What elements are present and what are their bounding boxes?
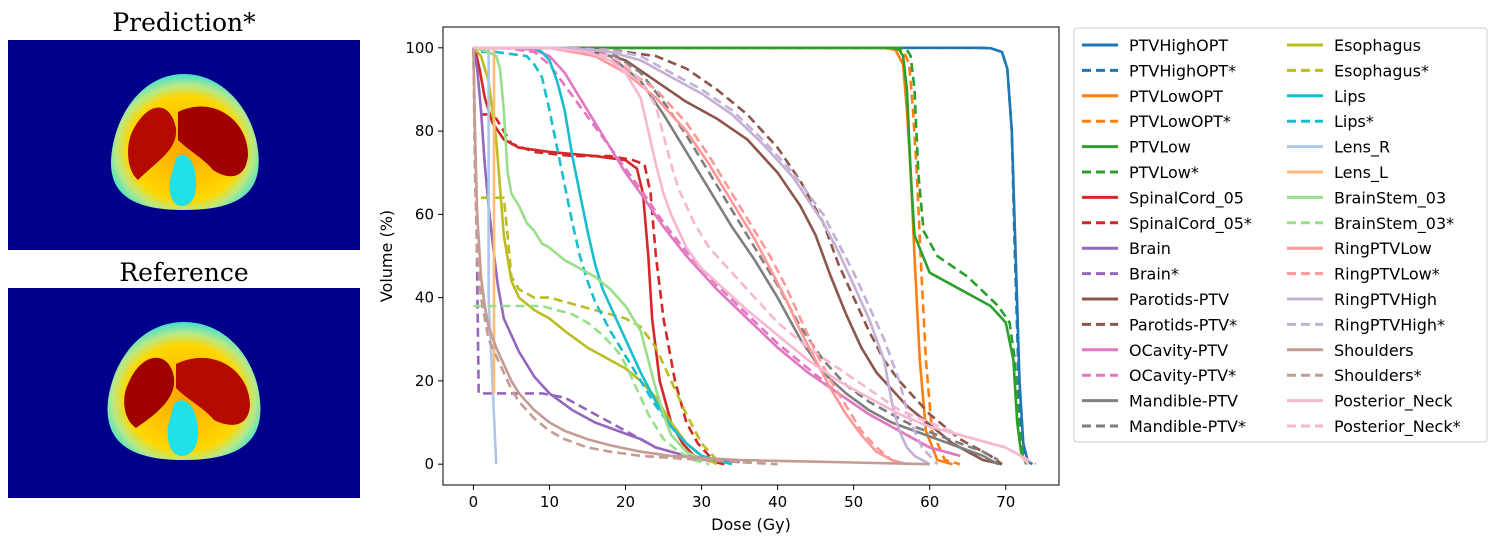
legend-label: BrainStem_03* xyxy=(1334,214,1454,234)
series-line-lens-r xyxy=(487,47,498,465)
prediction-title: Prediction* xyxy=(112,8,256,37)
legend-label: Esophagus* xyxy=(1334,61,1429,80)
legend-label: Lips xyxy=(1334,87,1366,106)
legend-label: RingPTVLow xyxy=(1334,239,1432,258)
y-tick-label: 100 xyxy=(405,39,434,57)
axes: 0 10 20 30 40 50 60 70 0 20 40 60 80 100 xyxy=(405,39,1015,511)
series-line-ptvlow xyxy=(473,46,1028,465)
y-tick-label: 0 xyxy=(424,455,434,473)
series-line-ringptvhigh xyxy=(473,46,931,466)
series-line-ptvlow- xyxy=(473,46,1030,465)
reference-right-hotspot xyxy=(176,357,250,425)
series-line-ocavity-ptv- xyxy=(473,46,961,458)
prediction-cool-core xyxy=(169,154,197,206)
legend-label: Lens_L xyxy=(1334,163,1388,183)
legend-label: Lens_R xyxy=(1334,138,1390,158)
legend-label: Parotids-PTV xyxy=(1129,290,1229,309)
legend-label: PTVLow* xyxy=(1129,163,1199,182)
series-line-posterior-neck- xyxy=(473,46,1037,466)
legend-label: Esophagus xyxy=(1334,36,1421,55)
legend-label: Brain xyxy=(1129,239,1171,258)
series-line-esophagus- xyxy=(481,196,718,461)
legend-label: PTVLow xyxy=(1129,138,1191,157)
x-tick-label: 30 xyxy=(692,493,711,511)
reference-cool-core xyxy=(167,400,199,456)
legend-label: Parotids-PTV* xyxy=(1129,315,1237,334)
y-tick-label: 60 xyxy=(415,205,434,223)
y-tick-label: 40 xyxy=(415,289,434,307)
series-line-ringptvlow xyxy=(473,46,908,466)
legend-label: RingPTVHigh xyxy=(1334,290,1437,309)
plot-area xyxy=(472,46,1037,466)
series-line-shoulders- xyxy=(472,47,778,466)
reference-dose-map xyxy=(8,288,360,498)
x-tick-label: 70 xyxy=(996,493,1015,511)
series-line-brainstem-03- xyxy=(473,304,710,466)
series-line-ringptvhigh- xyxy=(473,46,939,466)
legend-label: RingPTVHigh* xyxy=(1334,315,1445,334)
x-tick-label: 60 xyxy=(920,493,939,511)
x-tick-label: 0 xyxy=(469,493,479,511)
reference-title: Reference xyxy=(119,258,249,287)
legend-label: Lips* xyxy=(1334,112,1374,131)
legend-label: OCavity-PTV* xyxy=(1129,366,1236,385)
legend-label: Shoulders* xyxy=(1334,366,1422,385)
legend-label: SpinalCord_05 xyxy=(1129,188,1244,208)
series-line-brainstem-03 xyxy=(473,46,703,462)
series-line-shoulders xyxy=(472,47,930,466)
legend-label: PTVHighOPT* xyxy=(1129,61,1236,80)
series-line-brain- xyxy=(472,47,702,462)
x-tick-label: 50 xyxy=(844,493,863,511)
series-line-ocavity-ptv xyxy=(473,46,961,458)
series-line-parotids-ptv xyxy=(473,46,1003,466)
prediction-left-hotspot xyxy=(128,107,177,180)
y-axis-label: Volume (%) xyxy=(377,210,396,302)
x-tick-label: 10 xyxy=(540,493,559,511)
x-axis-label: Dose (Gy) xyxy=(711,515,791,534)
legend-label: PTVLowOPT xyxy=(1129,87,1223,106)
legend-label: PTVLowOPT* xyxy=(1129,112,1231,131)
series-line-ptvlowopt xyxy=(473,46,953,466)
series-line-ringptvlow- xyxy=(473,46,908,466)
legend-label: SpinalCord_05* xyxy=(1129,214,1252,234)
legend-label: RingPTVLow* xyxy=(1334,265,1440,284)
legend-label: Mandible-PTV xyxy=(1129,392,1238,411)
legend-label: Posterior_Neck* xyxy=(1334,417,1461,437)
legend-label: Brain* xyxy=(1129,265,1179,284)
legend-label: BrainStem_03 xyxy=(1334,188,1446,208)
y-tick-label: 20 xyxy=(415,372,434,390)
legend-label: Mandible-PTV* xyxy=(1129,417,1246,436)
y-tick-label: 80 xyxy=(415,122,434,140)
prediction-right-hotspot xyxy=(178,106,248,177)
series-line-spinalcord-05 xyxy=(472,47,725,466)
plot-frame xyxy=(442,26,1060,486)
legend-label: PTVHighOPT xyxy=(1129,36,1228,55)
x-tick-label: 20 xyxy=(616,493,635,511)
prediction-dose-map xyxy=(8,40,360,250)
legend: PTVHighOPT PTVHighOPT* PTVLowOPT PTVLowOPT*… xyxy=(1073,27,1488,443)
legend-label: OCavity-PTV xyxy=(1129,341,1228,360)
legend-label: Shoulders xyxy=(1334,341,1414,360)
legend-frame xyxy=(1073,27,1488,443)
reference-left-hotspot xyxy=(124,357,175,428)
legend-label: Posterior_Neck xyxy=(1334,392,1453,412)
x-tick-label: 40 xyxy=(768,493,787,511)
